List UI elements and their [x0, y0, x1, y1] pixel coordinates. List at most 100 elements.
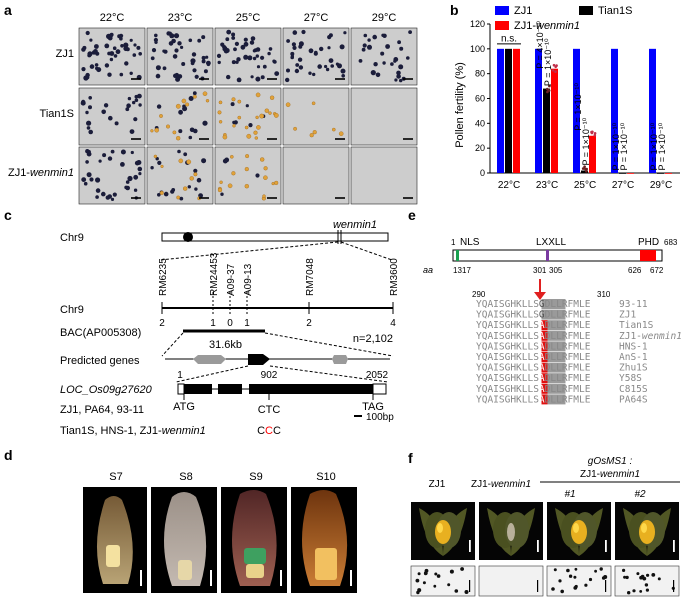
stained-pollen [236, 57, 241, 62]
scale-bar [469, 540, 471, 552]
sterile-pollen [165, 124, 170, 129]
stained-pollen [243, 41, 249, 47]
stained-pollen [137, 166, 143, 172]
stained-pollen [573, 586, 578, 590]
sequence-text: YQAISGHKLLSADLLRFMLE [476, 320, 591, 331]
conserved-highlight [547, 394, 566, 405]
stage-label: S10 [316, 471, 336, 483]
stained-pollen [553, 568, 557, 572]
stained-pollen [286, 39, 290, 43]
sterile-pollen [181, 98, 187, 104]
stained-pollen [363, 33, 368, 38]
stained-pollen [117, 34, 122, 39]
stained-pollen [203, 69, 208, 74]
sequence-name: Y58S [619, 373, 642, 384]
recombinant-count: 4 [390, 318, 396, 329]
stained-pollen [382, 61, 386, 65]
stained-pollen [286, 68, 290, 73]
stained-pollen [154, 33, 158, 38]
row-label: ZJ1 [56, 48, 74, 60]
stained-pollen [399, 46, 404, 51]
stained-pollen [434, 572, 438, 576]
chromosome-bar [161, 232, 389, 242]
stained-pollen [233, 47, 237, 52]
bar-Tian1S [657, 173, 664, 174]
stained-pollen [125, 180, 130, 184]
sterile-pollen [263, 166, 268, 171]
stained-pollen [86, 120, 92, 126]
stained-pollen [108, 115, 113, 121]
stained-pollen [406, 56, 410, 60]
stained-pollen [120, 149, 126, 155]
sterile-pollen [262, 194, 266, 198]
stained-pollen [232, 120, 236, 125]
pollen-cell [146, 87, 214, 146]
stained-pollen [636, 572, 640, 576]
stained-pollen [243, 37, 248, 42]
data-point [554, 70, 557, 73]
sequence-text: YQAISGHKLLSADLLRFMLE [476, 373, 591, 384]
scale-bar [673, 540, 675, 552]
stained-pollen [124, 61, 129, 66]
temp-header: 29°C [372, 12, 397, 24]
stained-pollen [93, 49, 98, 54]
stained-pollen [247, 55, 253, 61]
data-point [552, 63, 556, 67]
stained-pollen [301, 29, 306, 35]
stained-pollen [330, 64, 335, 68]
stained-pollen [396, 74, 401, 79]
stained-pollen [255, 47, 261, 52]
mut-lines-prefix: Tian1S, HNS-1, ZJ1- [60, 425, 162, 437]
stained-pollen [163, 191, 169, 197]
stained-pollen [132, 100, 136, 105]
sterile-pollen [175, 103, 181, 109]
stained-pollen [328, 33, 333, 38]
domain-nls: NLS [460, 237, 480, 248]
bar-Tian1S [619, 173, 626, 174]
stained-pollen [588, 577, 593, 582]
panel-label-b: b [450, 2, 459, 18]
codon-wt: CTC [258, 404, 281, 416]
stained-pollen [248, 123, 253, 128]
col-label-prefix: ZJ1- [471, 479, 491, 490]
conserved-highlight [547, 373, 566, 384]
stained-pollen [188, 38, 193, 43]
stained-pollen [94, 63, 99, 67]
scale-bar [605, 540, 607, 552]
stained-pollen [415, 578, 420, 583]
sterile-pollen [255, 92, 261, 98]
stained-pollen [138, 52, 142, 56]
pollen-photo [546, 565, 612, 597]
pollen-cell [350, 146, 418, 205]
x-tick-label: 23°C [536, 180, 558, 191]
sterile-pollen [256, 125, 261, 130]
stained-pollen [120, 162, 125, 167]
sterile-pollen [312, 130, 317, 135]
stained-pollen [162, 49, 166, 53]
sterile-pollen [285, 102, 291, 107]
anther-s7 [106, 545, 120, 567]
sequence-name: ZJ1 [619, 310, 636, 321]
stained-pollen [110, 197, 115, 201]
stained-pollen [447, 583, 451, 587]
sterile-pollen [150, 129, 154, 133]
sterile-pollen [231, 97, 236, 102]
stained-pollen [308, 71, 312, 75]
exon-box [249, 384, 373, 394]
stained-pollen [201, 35, 206, 40]
seq-post: DLLRFMLE [545, 299, 591, 310]
seq-pre: YQAISGHKLLS [476, 299, 539, 310]
seq-mid: A [539, 373, 545, 384]
seq-post: DLLRFMLE [545, 352, 591, 363]
seq-mid: A [539, 331, 545, 342]
stained-pollen [175, 76, 181, 82]
utr-box [372, 383, 387, 395]
stained-pollen [250, 36, 256, 41]
lxxll-domain [546, 250, 549, 261]
data-point [584, 167, 587, 171]
scale-bar [140, 570, 142, 586]
stained-pollen [183, 152, 188, 157]
panel-label-a: a [4, 2, 12, 18]
bar-ZJ1-wenmin1 [589, 135, 596, 173]
